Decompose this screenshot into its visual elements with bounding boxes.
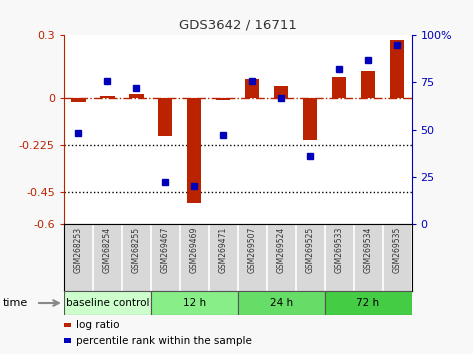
Bar (361, 71, 375, 98)
Text: GSM269507: GSM269507 (248, 227, 257, 274)
Bar (71, 98, 86, 102)
Text: 72 h: 72 h (357, 298, 380, 308)
Text: baseline control: baseline control (66, 298, 149, 308)
Text: GDS3642 / 16711: GDS3642 / 16711 (179, 19, 297, 32)
Text: log ratio: log ratio (76, 320, 120, 330)
Bar (245, 79, 259, 98)
Text: GSM269534: GSM269534 (364, 227, 373, 274)
Bar (216, 98, 230, 100)
Bar (390, 40, 404, 98)
Bar (332, 77, 346, 98)
Bar (187, 98, 201, 203)
Text: GSM269535: GSM269535 (393, 227, 402, 274)
Bar (100, 96, 114, 98)
Bar (237, 291, 324, 315)
Bar (151, 291, 237, 315)
Text: 24 h: 24 h (270, 298, 293, 308)
Text: GSM268253: GSM268253 (74, 227, 83, 273)
Text: GSM269471: GSM269471 (219, 227, 228, 273)
Text: GSM269525: GSM269525 (306, 227, 315, 273)
Bar (64, 291, 151, 315)
Text: GSM269524: GSM269524 (277, 227, 286, 273)
Text: time: time (2, 298, 27, 308)
Text: 12 h: 12 h (183, 298, 206, 308)
Bar (324, 291, 412, 315)
Bar (129, 94, 143, 98)
Bar (274, 86, 289, 98)
Text: GSM269467: GSM269467 (161, 227, 170, 274)
Bar (303, 98, 317, 140)
Text: GSM268255: GSM268255 (132, 227, 141, 273)
Bar (158, 98, 173, 136)
Text: GSM269533: GSM269533 (334, 227, 343, 274)
Text: GSM268254: GSM268254 (103, 227, 112, 273)
Text: percentile rank within the sample: percentile rank within the sample (76, 336, 252, 346)
Text: GSM269469: GSM269469 (190, 227, 199, 274)
